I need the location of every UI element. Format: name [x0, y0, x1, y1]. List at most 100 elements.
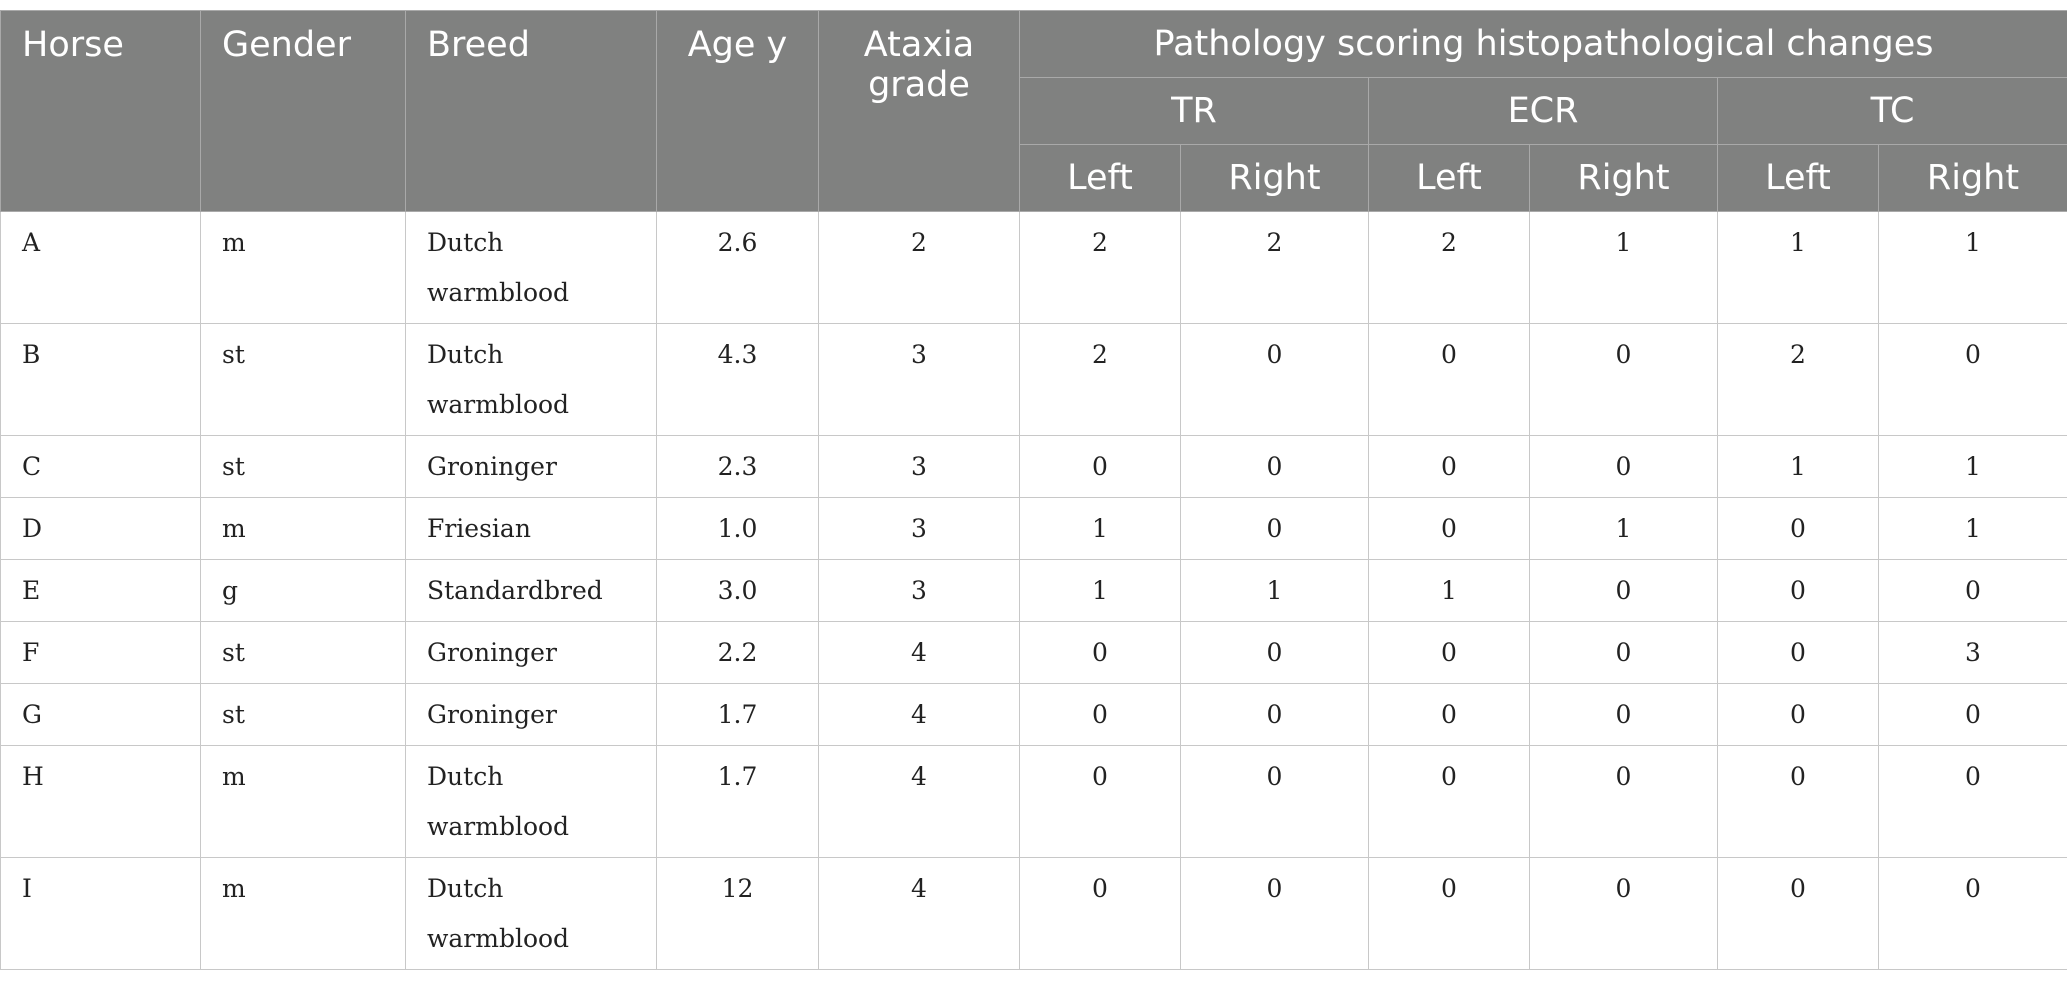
breed-line2: warmblood [427, 390, 570, 419]
cell-ataxia: 3 [818, 435, 1020, 498]
breed-line2: warmblood [427, 812, 570, 841]
cell-ecr-left: 0 [1368, 323, 1530, 436]
cell-ecr-right: 1 [1529, 211, 1718, 324]
cell-tr-right: 0 [1180, 683, 1369, 746]
cell-gender: st [200, 323, 406, 436]
cell-ataxia: 4 [818, 621, 1020, 684]
side-header-tc-right: Right [1877, 144, 2067, 212]
cell-tr-left: 0 [1019, 745, 1181, 858]
cell-tc-right: 3 [1877, 621, 2067, 684]
cell-gender: m [200, 857, 406, 970]
cell-tc-right: 1 [1877, 211, 2067, 324]
breed-line1: Dutch [427, 762, 504, 791]
cell-tr-left: 1 [1019, 497, 1181, 560]
cell-ecr-left: 2 [1368, 211, 1530, 324]
pathology-table: Horse Gender Breed Age y Ataxia grade Pa… [0, 10, 2067, 970]
table-row: B st Dutch warmblood 4.3 3 2 0 0 0 2 0 [0, 323, 2067, 436]
cell-tc-right: 1 [1877, 497, 2067, 560]
table-body: A m Dutch warmblood 2.6 2 2 2 2 1 1 1 B s… [0, 211, 2067, 970]
cell-ecr-right: 0 [1529, 435, 1718, 498]
table-header: Horse Gender Breed Age y Ataxia grade Pa… [0, 10, 2067, 212]
cell-tr-right: 0 [1180, 745, 1369, 858]
cell-age: 2.6 [656, 211, 819, 324]
cell-horse: D [0, 497, 201, 560]
cell-ataxia: 4 [818, 683, 1020, 746]
breed-line2: warmblood [427, 278, 570, 307]
cell-horse: C [0, 435, 201, 498]
cell-horse: A [0, 211, 201, 324]
cell-gender: m [200, 745, 406, 858]
cell-tr-left: 2 [1019, 211, 1181, 324]
cell-ataxia: 3 [818, 323, 1020, 436]
cell-tr-left: 1 [1019, 559, 1181, 622]
cell-tc-left: 0 [1717, 745, 1879, 858]
table-row: C st Groninger 2.3 3 0 0 0 0 1 1 [0, 435, 2067, 498]
side-header-tr-right: Right [1180, 144, 1369, 212]
cell-tc-right: 0 [1877, 745, 2067, 858]
side-header-ecr-right: Right [1529, 144, 1718, 212]
subgroup-header-ecr: ECR [1368, 77, 1718, 145]
cell-gender: g [200, 559, 406, 622]
cell-horse: B [0, 323, 201, 436]
cell-ecr-right: 1 [1529, 497, 1718, 560]
cell-ecr-left: 0 [1368, 435, 1530, 498]
cell-tc-left: 0 [1717, 559, 1879, 622]
cell-ecr-left: 0 [1368, 857, 1530, 970]
table-row: A m Dutch warmblood 2.6 2 2 2 2 1 1 1 [0, 211, 2067, 324]
cell-tr-left: 0 [1019, 683, 1181, 746]
table-row: G st Groninger 1.7 4 0 0 0 0 0 0 [0, 683, 2067, 746]
cell-ecr-right: 0 [1529, 745, 1718, 858]
side-header-ecr-left: Left [1368, 144, 1530, 212]
column-header-age: Age y [656, 10, 819, 212]
cell-tr-right: 0 [1180, 497, 1369, 560]
cell-tr-left: 2 [1019, 323, 1181, 436]
cell-age: 1.7 [656, 745, 819, 858]
cell-tc-left: 1 [1717, 211, 1879, 324]
subgroup-header-tc: TC [1716, 77, 2067, 145]
header-row-3: Left Right Left Right Left Right [1, 144, 2067, 212]
cell-tr-left: 0 [1019, 435, 1181, 498]
cell-ecr-right: 0 [1529, 621, 1718, 684]
subgroup-header-tr: TR [1019, 77, 1369, 145]
cell-ataxia: 3 [818, 497, 1020, 560]
cell-ecr-left: 0 [1368, 745, 1530, 858]
breed-line1: Dutch [427, 340, 504, 369]
cell-age: 3.0 [656, 559, 819, 622]
cell-age: 12 [656, 857, 819, 970]
cell-age: 4.3 [656, 323, 819, 436]
table-row: E g Standardbred 3.0 3 1 1 1 0 0 0 [0, 559, 2067, 622]
cell-tc-right: 0 [1877, 323, 2067, 436]
ataxia-header-line2: grade [868, 65, 970, 105]
cell-ecr-left: 0 [1368, 683, 1530, 746]
cell-ataxia: 4 [818, 745, 1020, 858]
cell-tr-right: 2 [1180, 211, 1369, 324]
table-row: H m Dutch warmblood 1.7 4 0 0 0 0 0 0 [0, 745, 2067, 858]
breed-line2: warmblood [427, 924, 570, 953]
table-row: I m Dutch warmblood 12 4 0 0 0 0 0 0 [0, 857, 2067, 970]
cell-breed: Dutch warmblood [405, 857, 657, 970]
cell-gender: st [200, 435, 406, 498]
cell-ecr-left: 0 [1368, 497, 1530, 560]
cell-tc-left: 0 [1717, 857, 1879, 970]
cell-tc-left: 0 [1717, 683, 1879, 746]
side-header-tc-left: Left [1717, 144, 1879, 212]
cell-age: 1.0 [656, 497, 819, 560]
cell-age: 2.3 [656, 435, 819, 498]
header-row-1: Horse Gender Breed Age y Ataxia grade Pa… [0, 10, 2067, 212]
data-table-container: Horse Gender Breed Age y Ataxia grade Pa… [0, 10, 2067, 970]
cell-tc-left: 0 [1717, 497, 1879, 560]
cell-breed: Dutch warmblood [405, 745, 657, 858]
cell-breed: Standardbred [405, 559, 657, 622]
column-header-horse: Horse [0, 10, 201, 212]
cell-ataxia: 4 [818, 857, 1020, 970]
cell-ecr-right: 0 [1529, 323, 1718, 436]
cell-horse: H [0, 745, 201, 858]
cell-ecr-right: 0 [1529, 559, 1718, 622]
cell-ataxia: 2 [818, 211, 1020, 324]
cell-ataxia: 3 [818, 559, 1020, 622]
side-header-tr-left: Left [1019, 144, 1181, 212]
cell-horse: E [0, 559, 201, 622]
ataxia-header-line1: Ataxia [863, 25, 975, 65]
cell-tc-left: 1 [1717, 435, 1879, 498]
cell-breed: Groninger [405, 621, 657, 684]
